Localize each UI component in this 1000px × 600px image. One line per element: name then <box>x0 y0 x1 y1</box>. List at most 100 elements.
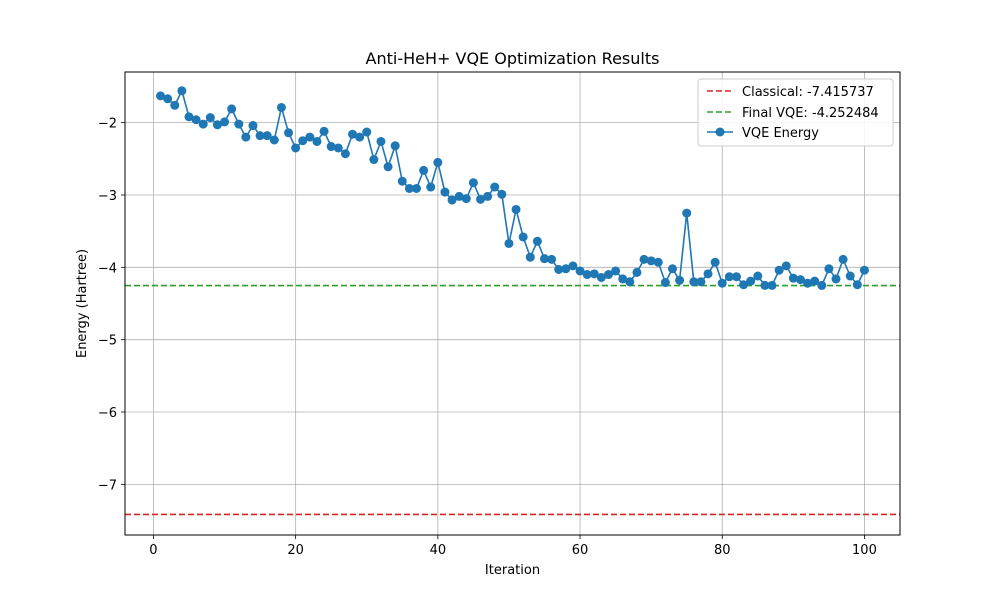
vqe-energy-point <box>625 277 635 287</box>
vqe-energy-point <box>760 280 770 290</box>
x-axis-label: Iteration <box>485 563 540 578</box>
vqe-energy-point <box>618 274 628 284</box>
legend-marker-vqe-energy <box>715 127 725 137</box>
vqe-energy-point <box>682 208 692 218</box>
vqe-energy-point <box>262 131 272 141</box>
x-tick-label: 60 <box>572 543 589 558</box>
legend-box <box>697 78 894 147</box>
vqe-energy-point <box>589 269 599 279</box>
vqe-energy-point <box>227 104 237 114</box>
vqe-energy-point <box>191 115 201 125</box>
vqe-energy-point <box>703 269 713 279</box>
vqe-energy-point <box>653 257 663 267</box>
vqe-energy-point <box>305 132 315 142</box>
vqe-energy-point <box>269 135 279 145</box>
vqe-energy-point <box>547 254 557 264</box>
vqe-energy-point <box>397 176 407 186</box>
vqe-energy-point <box>831 274 841 284</box>
vqe-energy-point <box>184 112 194 122</box>
vqe-energy-point <box>276 102 286 112</box>
vqe-energy-point <box>476 194 485 204</box>
vqe-energy-point <box>575 266 585 276</box>
vqe-energy-point <box>355 132 365 142</box>
y-axis-label: Energy (Hartree) <box>75 249 90 358</box>
vqe-energy-point <box>774 265 784 275</box>
reference-lines <box>125 284 900 516</box>
vqe-energy-point <box>518 232 528 242</box>
y-tick-label: −7 <box>98 478 117 493</box>
legend: Classical: -7.415737 Final VQE: -4.25248… <box>697 78 894 147</box>
vqe-energy-point <box>490 182 500 192</box>
y-tick-label: −6 <box>98 406 117 421</box>
vqe-energy-point <box>156 91 166 101</box>
vqe-energy-point <box>390 141 400 151</box>
vqe-energy-point <box>824 264 834 274</box>
vqe-energy-point <box>561 264 571 274</box>
vqe-energy-point <box>248 121 258 131</box>
vqe-energy-point <box>298 136 308 146</box>
vqe-energy-point <box>291 143 301 153</box>
vqe-energy-point <box>163 94 173 104</box>
vqe-energy-point <box>582 270 592 280</box>
grid <box>125 72 900 535</box>
vqe-energy-point <box>810 276 820 286</box>
vqe-energy-point <box>404 183 414 193</box>
vqe-energy-point <box>376 136 386 146</box>
vqe-energy-point <box>717 278 727 288</box>
vqe-energy-point <box>689 277 699 287</box>
vqe-energy-point <box>284 128 294 138</box>
vqe-energy-point <box>419 165 429 175</box>
x-tick-label: 80 <box>714 543 731 558</box>
vqe-energy-point <box>632 267 642 277</box>
vqe-energy-point <box>326 142 336 152</box>
vqe-energy-point <box>504 238 514 248</box>
vqe-energy-point <box>234 119 244 129</box>
vqe-energy-point <box>369 155 379 165</box>
vqe-energy-point <box>440 187 450 197</box>
vqe-energy-point <box>433 157 443 167</box>
vqe-energy-point <box>540 254 549 264</box>
vqe-energy-point <box>852 280 862 290</box>
vqe-energy-point <box>817 280 827 290</box>
x-tick-label: 0 <box>149 543 157 558</box>
vqe-energy-point <box>255 131 265 141</box>
y-tick-label: −4 <box>98 261 117 276</box>
vqe-energy-point <box>660 278 670 288</box>
vqe-energy-point <box>483 191 493 201</box>
y-tick-label: −2 <box>98 117 117 132</box>
plot-frame <box>124 71 901 536</box>
vqe-energy-point <box>468 178 478 188</box>
legend-label-final-vqe: Final VQE: -4.252484 <box>742 106 879 121</box>
vqe-energy-point <box>781 261 791 271</box>
vqe-energy-point <box>319 126 329 136</box>
legend-label-vqe-energy: VQE Energy <box>742 126 819 141</box>
vqe-energy-point <box>845 271 855 281</box>
vqe-energy-point <box>340 149 350 159</box>
vqe-energy-point <box>497 189 507 199</box>
vqe-energy-point <box>746 276 756 286</box>
vqe-energy-point <box>177 86 187 96</box>
vqe-energy-point <box>362 127 372 137</box>
vqe-energy-point <box>312 136 322 146</box>
vqe-energy-point <box>383 162 393 172</box>
vqe-energy-point <box>710 257 720 267</box>
vqe-energy-point <box>568 261 578 271</box>
vqe-energy-point <box>696 277 706 287</box>
x-tick-label: 100 <box>852 543 877 558</box>
vqe-energy-point <box>731 272 741 282</box>
vqe-energy-point <box>212 120 222 130</box>
vqe-energy-point <box>170 100 180 110</box>
series-layer <box>156 86 869 290</box>
vqe-energy-point <box>333 143 343 153</box>
vqe-energy-point <box>767 280 777 290</box>
vqe-energy-point <box>667 264 677 274</box>
y-tick-label: −3 <box>98 189 117 204</box>
vqe-energy-point <box>554 265 564 274</box>
vqe-energy-point <box>603 270 613 280</box>
vqe-energy-point <box>412 183 422 193</box>
vqe-energy-point <box>753 271 763 281</box>
vqe-energy-point <box>675 275 685 285</box>
vqe-energy-point <box>739 280 749 290</box>
